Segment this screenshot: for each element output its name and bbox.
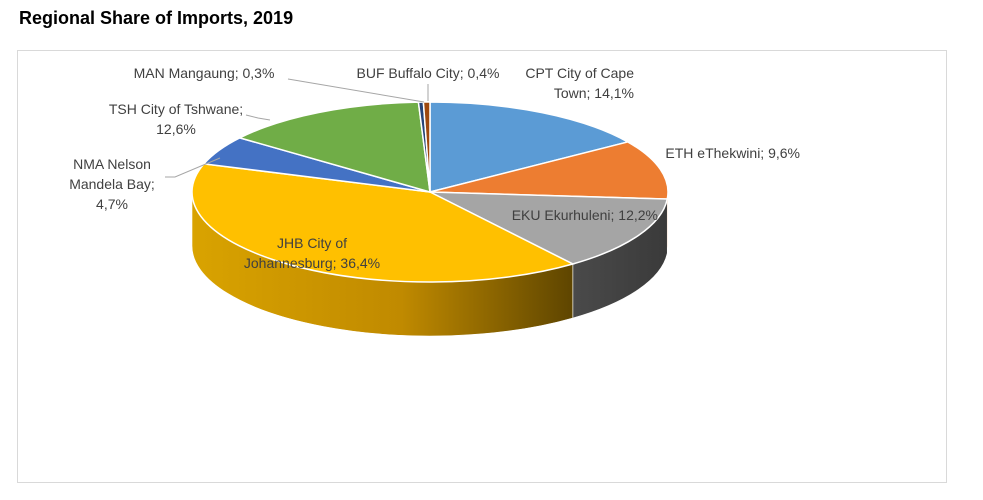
data-label-man: MAN Mangaung; 0,3% <box>134 65 275 81</box>
data-label-line: CPT City of Cape <box>525 65 634 81</box>
data-label-line: Johannesburg; 36,4% <box>244 255 380 271</box>
leader-line-tsh <box>245 114 271 121</box>
pie-slice-eth <box>429 141 669 200</box>
pie-slice-eku <box>429 191 669 265</box>
data-label-cpt: CPT City of Cape Town; 14,1% <box>525 65 634 101</box>
leader-line-man <box>287 78 425 103</box>
data-label-line: NMA Nelson <box>73 156 151 172</box>
data-label-line: Town; 14,1% <box>554 85 634 101</box>
data-label-line: JHB City of <box>277 235 347 251</box>
pie-slice-cpt <box>429 101 630 193</box>
data-label-eth: ETH eThekwini; 9,6% <box>665 145 800 161</box>
data-label-eku: EKU Ekurhuleni; 12,2% <box>512 207 658 223</box>
data-label-line: Mandela Bay; <box>69 176 155 192</box>
data-label-jhb: JHB City of Johannesburg; 36,4% <box>244 235 380 271</box>
pie-slice-tsh <box>237 101 431 194</box>
pie-slice-jhb <box>191 163 575 283</box>
data-label-line: BUF Buffalo City; 0,4% <box>357 65 500 81</box>
data-label-line: MAN Mangaung; 0,3% <box>134 65 275 81</box>
data-label-tsh: TSH City of Tshwane; 12,6% <box>109 101 243 137</box>
leader-line-nma <box>165 157 221 178</box>
chart-title: Regional Share of Imports, 2019 <box>19 8 294 28</box>
data-label-line: 4,7% <box>96 196 128 212</box>
data-label-line: 12,6% <box>156 121 196 137</box>
data-label-buf: BUF Buffalo City; 0,4% <box>357 65 500 81</box>
data-label-line: ETH eThekwini; 9,6% <box>665 145 800 161</box>
data-label-line: TSH City of Tshwane; <box>109 101 243 117</box>
data-label-nma: NMA Nelson Mandela Bay; 4,7% <box>69 156 155 212</box>
chart-frame <box>17 50 947 483</box>
data-label-line: EKU Ekurhuleni; 12,2% <box>512 207 658 223</box>
